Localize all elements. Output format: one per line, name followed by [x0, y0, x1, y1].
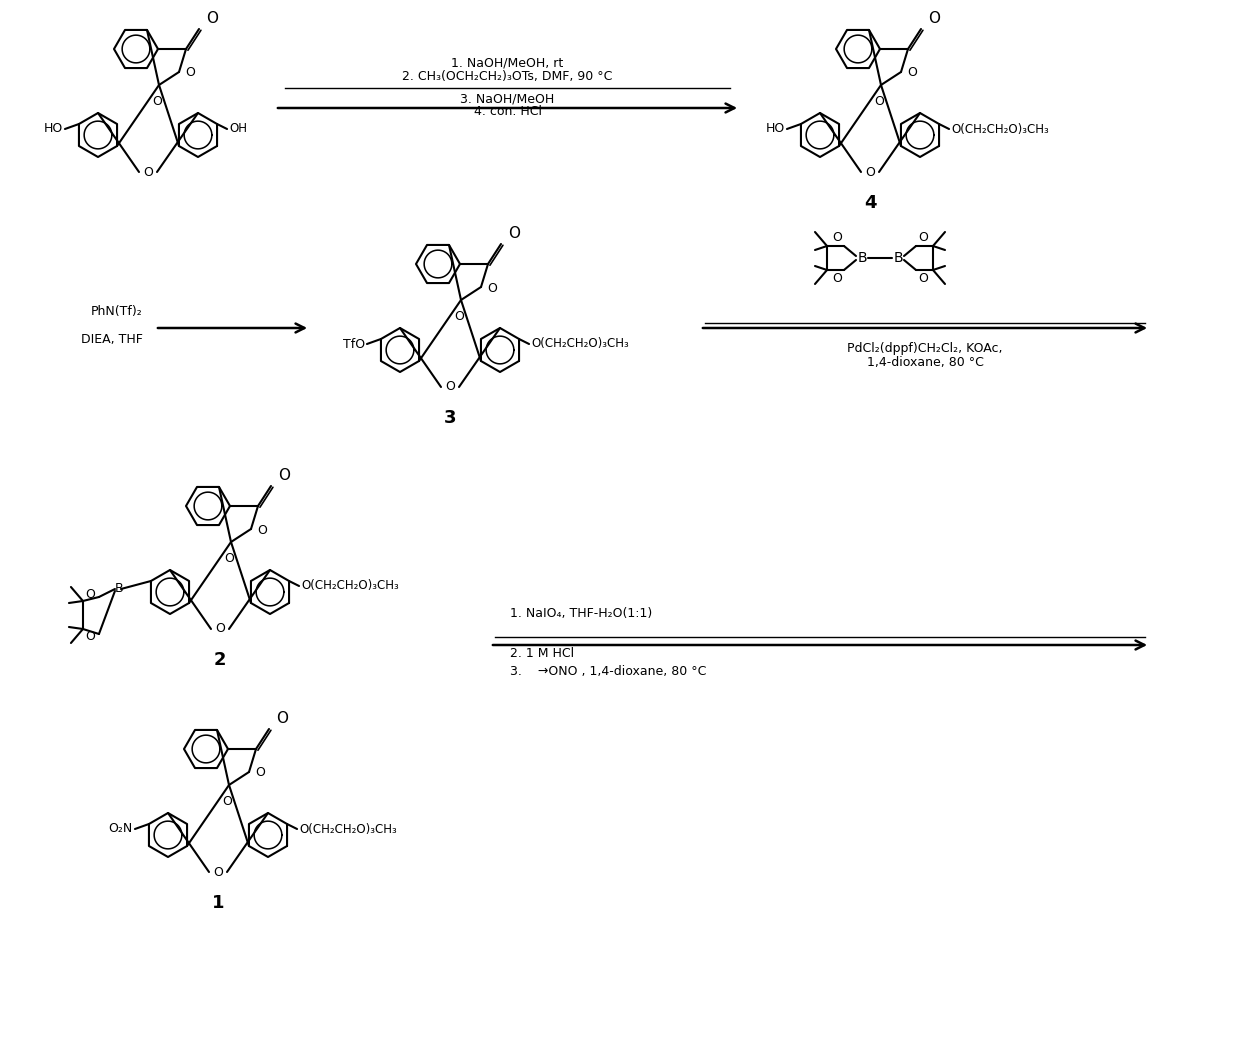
Text: HO: HO [43, 123, 63, 135]
Text: 2. CH₃(OCH₂CH₂)₃OTs, DMF, 90 °C: 2. CH₃(OCH₂CH₂)₃OTs, DMF, 90 °C [402, 70, 613, 83]
Text: PhN(Tf)₂: PhN(Tf)₂ [92, 305, 143, 318]
Text: 3.    →ONO , 1,4-dioxane, 80 °C: 3. →ONO , 1,4-dioxane, 80 °C [510, 665, 707, 678]
Text: O: O [906, 67, 916, 79]
Text: O: O [454, 311, 464, 323]
Text: O: O [832, 231, 842, 244]
Text: B: B [893, 251, 903, 265]
Text: O(CH₂CH₂O)₃CH₃: O(CH₂CH₂O)₃CH₃ [301, 579, 399, 593]
Text: O: O [153, 95, 162, 108]
Text: 3. NaOH/MeOH: 3. NaOH/MeOH [460, 93, 554, 106]
Text: O: O [445, 380, 455, 394]
Text: O: O [918, 231, 928, 244]
Text: O: O [213, 866, 223, 878]
Text: O: O [487, 281, 497, 295]
Text: O(CH₂CH₂O)₃CH₃: O(CH₂CH₂O)₃CH₃ [299, 822, 397, 836]
Text: 2: 2 [213, 651, 226, 669]
Text: O: O [215, 622, 224, 636]
Text: O: O [224, 552, 234, 565]
Text: O: O [255, 767, 265, 779]
Text: O(CH₂CH₂O)₃CH₃: O(CH₂CH₂O)₃CH₃ [531, 338, 629, 350]
Text: O: O [874, 95, 884, 108]
Text: O: O [508, 226, 520, 241]
Text: 1. NaOH/MeOH, rt: 1. NaOH/MeOH, rt [451, 57, 564, 70]
Text: PdCl₂(dppf)CH₂Cl₂, KOAc,: PdCl₂(dppf)CH₂Cl₂, KOAc, [847, 342, 1003, 355]
Text: O: O [918, 272, 928, 286]
Text: O: O [222, 795, 232, 808]
Text: B: B [114, 582, 123, 595]
Text: 3: 3 [444, 410, 456, 427]
Text: O: O [185, 67, 195, 79]
Text: 4: 4 [864, 194, 877, 212]
Text: O: O [86, 629, 95, 643]
Text: 1: 1 [212, 894, 224, 912]
Text: 1. NaIO₄, THF-H₂O(1:1): 1. NaIO₄, THF-H₂O(1:1) [510, 607, 652, 620]
Text: O: O [278, 468, 290, 483]
Text: TfO: TfO [342, 338, 365, 350]
Text: O: O [928, 11, 940, 26]
Text: O: O [257, 523, 267, 537]
Text: HO: HO [765, 123, 785, 135]
Text: O: O [206, 11, 218, 26]
Text: 2. 1 M HCl: 2. 1 M HCl [510, 647, 574, 660]
Text: O: O [86, 589, 95, 601]
Text: 4. con. HCl: 4. con. HCl [474, 105, 542, 118]
Text: O(CH₂CH₂O)₃CH₃: O(CH₂CH₂O)₃CH₃ [951, 123, 1049, 135]
Text: B: B [857, 251, 867, 265]
Text: O: O [866, 166, 875, 178]
Text: 1,4-dioxane, 80 °C: 1,4-dioxane, 80 °C [867, 356, 983, 369]
Text: O: O [832, 272, 842, 286]
Text: DIEA, THF: DIEA, THF [81, 333, 143, 346]
Text: OH: OH [229, 123, 247, 135]
Text: O: O [143, 166, 153, 178]
Text: O₂N: O₂N [109, 822, 133, 836]
Text: O: O [277, 711, 288, 726]
